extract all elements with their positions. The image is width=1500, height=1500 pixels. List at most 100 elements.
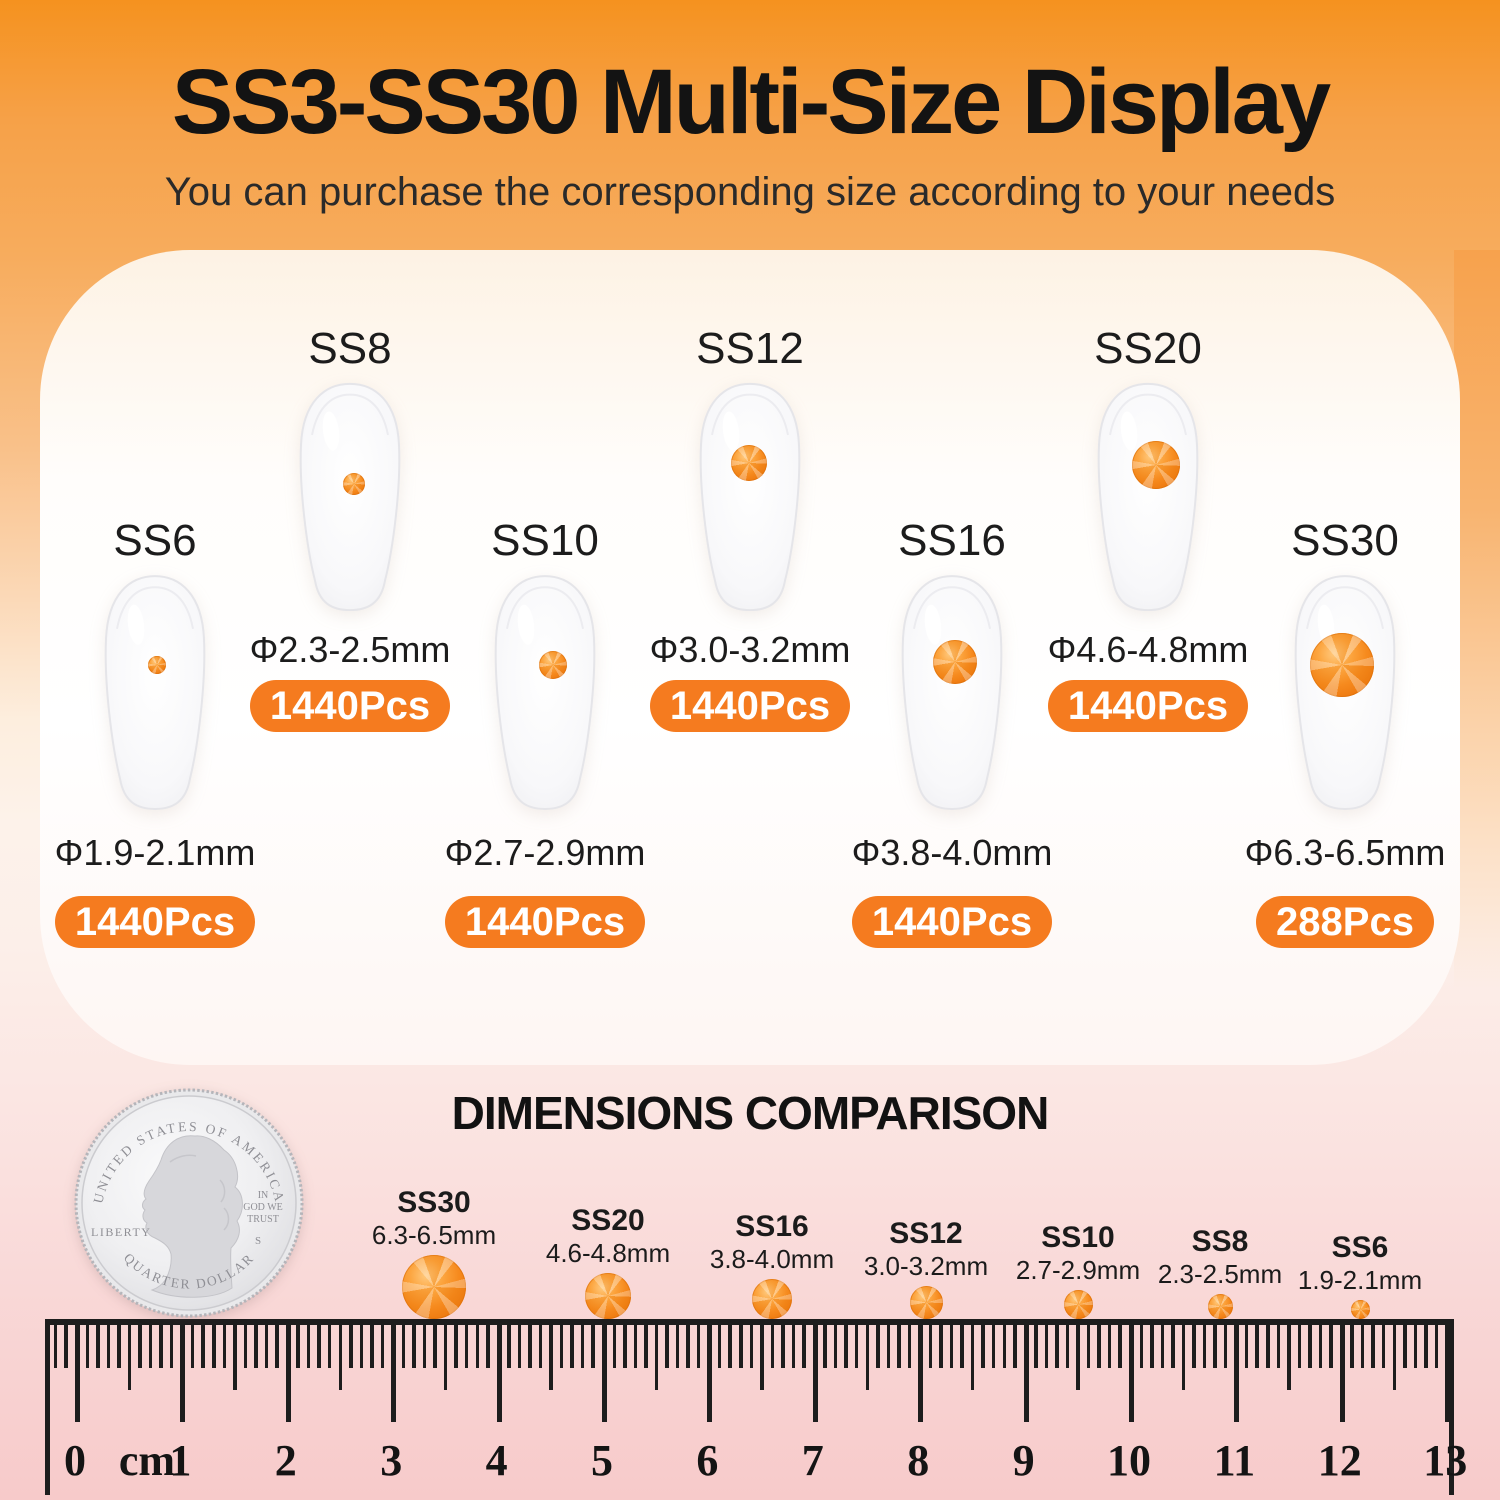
ruler-left-edge xyxy=(45,1319,50,1495)
ruler-tick xyxy=(770,1324,775,1368)
ruler-tick xyxy=(918,1324,924,1422)
dot-size-name: SS30 xyxy=(397,1186,471,1219)
dot-group-ss30: SS30 6.3-6.5mm xyxy=(349,1186,519,1319)
ruler-tick xyxy=(190,1324,195,1368)
comparison-heading: DIMENSIONS COMPARISON xyxy=(451,1087,1050,1139)
ruler-tick xyxy=(1118,1324,1122,1368)
ruler-number-11: 11 xyxy=(1213,1436,1256,1485)
dot-size-range: 3.8-4.0mm xyxy=(709,1244,835,1274)
ruler-tick xyxy=(981,1324,985,1368)
size-column-ss16: SS16 Φ3.8-4.0mm 1440Pcs xyxy=(842,517,1062,948)
size-column-ss30: SS30 Φ6.3-6.5mm 288Pcs xyxy=(1235,517,1455,948)
nail-highlight xyxy=(924,604,942,645)
diameter-label: Φ3.8-4.0mm xyxy=(851,832,1053,873)
comparison-dot xyxy=(752,1279,792,1319)
ruler-tick xyxy=(1034,1324,1038,1368)
size-name-label: SS6 xyxy=(113,516,197,565)
nail-highlight xyxy=(722,411,740,451)
ruler-tick xyxy=(960,1324,964,1368)
size-name-label: SS20 xyxy=(1094,324,1202,373)
ruler-number-9: 9 xyxy=(1012,1436,1035,1485)
ruler-tick xyxy=(823,1324,827,1368)
dot-size-range: 1.9-2.1mm xyxy=(1297,1265,1423,1295)
nail-highlight xyxy=(1120,411,1138,451)
ruler-tick xyxy=(644,1324,648,1368)
ruler-tick xyxy=(559,1324,564,1368)
ruler-tick xyxy=(464,1324,469,1368)
ruler-tick xyxy=(180,1324,186,1422)
pieces-badge: 1440Pcs xyxy=(444,896,646,948)
rhinestone-gem-ss30 xyxy=(1310,632,1375,697)
ruler-tick xyxy=(538,1324,543,1368)
ruler-tick xyxy=(739,1324,743,1368)
ruler-tick xyxy=(1360,1324,1365,1368)
comparison-dot xyxy=(402,1255,466,1319)
nail-tip xyxy=(1082,374,1214,614)
ruler-tick xyxy=(264,1324,269,1368)
dot-group-ss12: SS12 3.0-3.2mm xyxy=(841,1217,1011,1319)
ruler-tick xyxy=(1308,1324,1312,1368)
ruler-tick xyxy=(549,1324,553,1390)
ruler-tick xyxy=(233,1324,237,1390)
ruler-tick xyxy=(222,1324,227,1368)
ruler-tick xyxy=(443,1324,448,1390)
rhinestone-gem-ss16 xyxy=(932,640,977,685)
diameter-label: Φ2.7-2.9mm xyxy=(444,832,646,873)
ruler-tick xyxy=(1213,1324,1217,1368)
ruler-tick xyxy=(928,1324,933,1368)
ruler-tick xyxy=(212,1324,216,1368)
ruler-tick xyxy=(254,1324,258,1368)
ruler-tick xyxy=(1392,1324,1396,1390)
washington-portrait xyxy=(142,1135,243,1298)
nail-tip xyxy=(284,374,416,614)
pieces-badge: 1440Pcs xyxy=(649,680,851,732)
ruler-tick xyxy=(686,1324,690,1368)
ruler-tick xyxy=(486,1324,490,1368)
ruler-tick xyxy=(53,1324,58,1368)
coin-motto-line1: IN xyxy=(258,1190,269,1201)
ruler-tick xyxy=(433,1324,437,1368)
dot-group-ss10: SS10 2.7-2.9mm xyxy=(993,1221,1163,1319)
ruler-tick xyxy=(1445,1324,1451,1422)
dot-size-range: 4.6-4.8mm xyxy=(545,1238,671,1268)
ruler-tick xyxy=(412,1324,416,1368)
ruler-tick xyxy=(580,1324,585,1368)
ruler-tick xyxy=(517,1324,522,1368)
diameter-label: Φ6.3-6.5mm xyxy=(1244,832,1446,873)
ruler-tick xyxy=(1329,1324,1333,1368)
ruler-tick xyxy=(296,1324,300,1368)
coin-motto-line2: GOD WE xyxy=(243,1202,283,1213)
ruler-tick xyxy=(454,1324,458,1368)
ruler-tick xyxy=(781,1324,785,1368)
ruler-tick xyxy=(1244,1324,1249,1368)
ruler-tick xyxy=(85,1324,90,1368)
pieces-badge: 1440Pcs xyxy=(851,896,1053,948)
ruler-tick xyxy=(949,1324,954,1368)
ruler-number-1: 1 xyxy=(169,1436,192,1485)
ruler-tick xyxy=(1287,1324,1291,1390)
ruler-number-6: 6 xyxy=(696,1436,719,1485)
dot-size-name: SS20 xyxy=(571,1204,645,1237)
ruler-tick xyxy=(1076,1324,1080,1390)
size-name-label: SS30 xyxy=(1291,516,1399,565)
pieces-badge: 1440Pcs xyxy=(249,680,451,732)
ruler-tick xyxy=(1266,1324,1270,1368)
ruler-tick xyxy=(1381,1324,1386,1368)
ruler-tick xyxy=(370,1324,374,1368)
rhinestone-gem-ss8 xyxy=(342,473,365,496)
dot-size-range: 3.0-3.2mm xyxy=(863,1251,989,1281)
dot-size-name: SS12 xyxy=(889,1217,963,1250)
size-column-ss6: SS6 Φ1.9-2.1mm 1440Pcs xyxy=(45,517,265,948)
rhinestone-gem-ss6 xyxy=(147,655,166,674)
size-column-ss10: SS10 Φ2.7-2.9mm 1440Pcs xyxy=(435,517,655,948)
ruler-number-0: 0 xyxy=(64,1436,86,1485)
ruler-tick xyxy=(1055,1324,1059,1368)
ruler-tick xyxy=(1202,1324,1207,1368)
ruler-tick xyxy=(717,1324,722,1368)
ruler-tick xyxy=(707,1324,713,1422)
ruler-tick xyxy=(1044,1324,1049,1368)
ruler-number-10: 10 xyxy=(1107,1436,1151,1485)
ruler-tick xyxy=(591,1324,595,1368)
nail-tip xyxy=(89,566,221,813)
comparison-dot xyxy=(909,1286,943,1319)
